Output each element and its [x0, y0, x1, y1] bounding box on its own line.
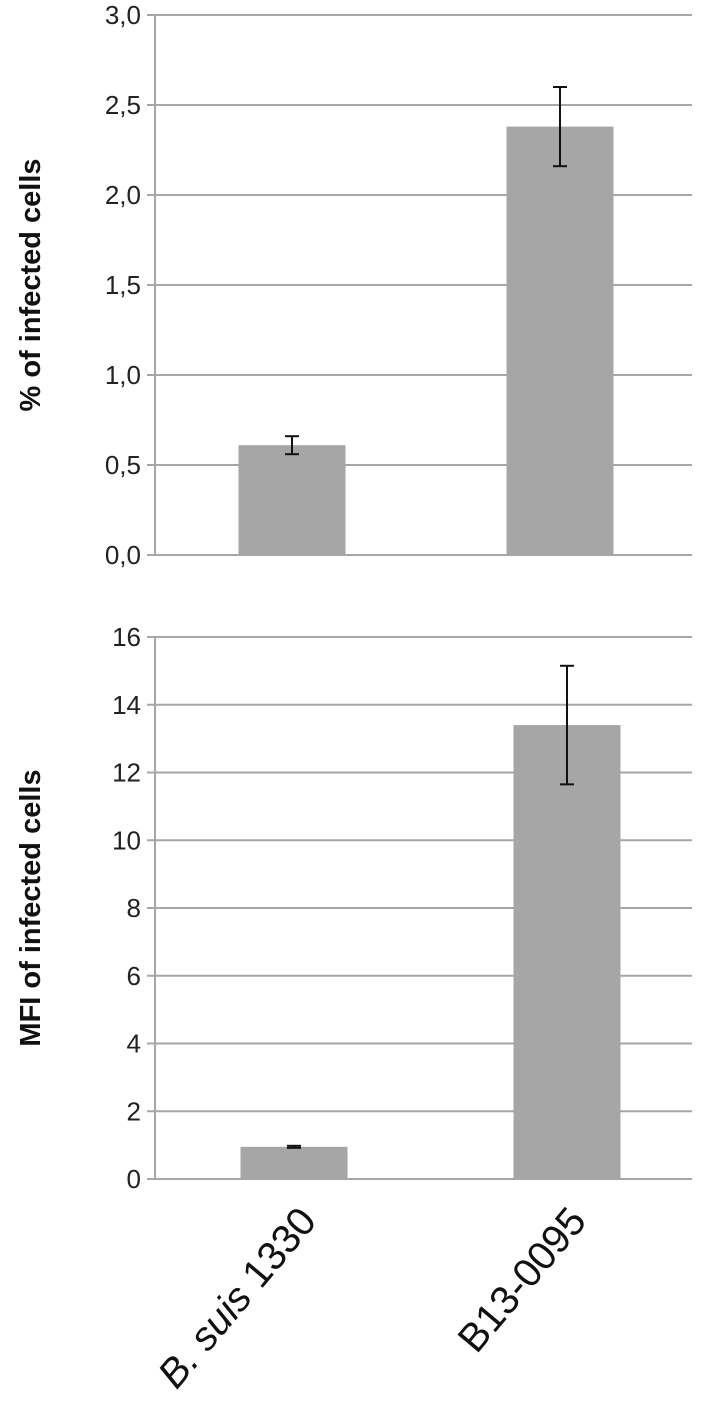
y-tick-label: 16	[112, 622, 141, 652]
bar-b13-0095	[513, 725, 621, 1179]
y-tick-label: 2,0	[105, 180, 141, 210]
y-tick-label: 6	[127, 961, 141, 991]
bar-b-suis-1330	[238, 445, 346, 555]
x-axis-category-labels: B. suis 1330 B13-0095	[150, 1200, 595, 1397]
y-tick-label: 3,0	[105, 0, 141, 30]
y-tick-label: 1,5	[105, 270, 141, 300]
bar-b13-0095	[506, 126, 614, 555]
y-tick-label: 1,0	[105, 360, 141, 390]
y-tick-label: 8	[127, 893, 141, 923]
y-axis-label: MFI of infected cells	[15, 769, 47, 1046]
y-tick-label: 4	[127, 1029, 141, 1059]
error-bar	[553, 86, 567, 168]
y-tick-label: 2	[127, 1096, 141, 1126]
bar-b-suis-1330	[240, 1146, 348, 1179]
chart-panel-mfi-infected: MFI of infected cells 0 2 4 6 8 10 12 14 16	[15, 622, 692, 1194]
y-tick-label: 2,5	[105, 90, 141, 120]
y-tick-label: 0,0	[105, 540, 141, 570]
category-label-b-suis-1330: B. suis 1330	[150, 1200, 325, 1397]
y-tick-label: 0,5	[105, 450, 141, 480]
error-bar	[560, 664, 574, 786]
y-tick-label: 0	[127, 1164, 141, 1194]
error-bar	[287, 1144, 301, 1149]
category-label-b13-0095: B13-0095	[450, 1200, 595, 1361]
y-tick-label: 10	[112, 825, 141, 855]
y-axis-label: % of infected cells	[15, 158, 47, 411]
y-tick-label: 12	[112, 758, 141, 788]
chart-panel-percent-infected: % of infected cells 0,0 0,5 1,0 1,5 2,0 2,5 3,…	[15, 0, 692, 570]
y-tick-label: 14	[112, 690, 141, 720]
error-bar	[285, 435, 299, 456]
